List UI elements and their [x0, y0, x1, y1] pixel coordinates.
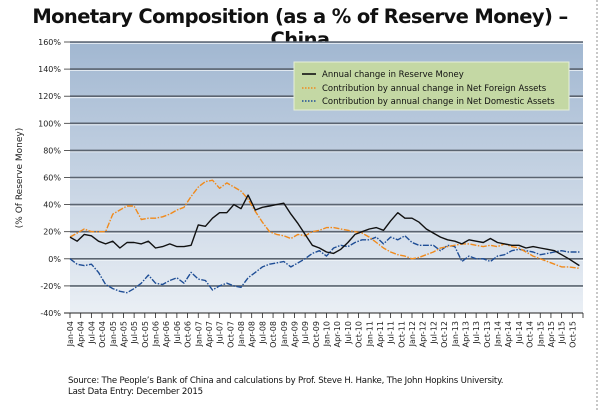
legend-label-reserve-money: Annual change in Reserve Money — [322, 70, 464, 80]
x-tick-label: Jan-15 — [536, 321, 545, 347]
x-tick-label: Oct-09 — [312, 321, 321, 348]
legend-label-net-domestic-assets: Contribution by annual change in Net Dom… — [322, 97, 555, 107]
x-tick-label: Jan-10 — [323, 321, 332, 347]
x-tick-label: Jul-09 — [301, 321, 310, 345]
legend-box — [293, 61, 570, 111]
x-tick-label: Oct-07 — [226, 321, 235, 348]
x-tick-label: Jan-14 — [494, 321, 503, 347]
x-tick-label: Apr-09 — [290, 321, 299, 347]
x-tick-label: Apr-13 — [461, 321, 470, 347]
x-tick-label: Oct-14 — [526, 321, 535, 348]
x-tick-label: Apr-10 — [333, 321, 342, 347]
x-tick-label: Jan-09 — [280, 321, 289, 347]
x-tick-label: Jul-14 — [515, 321, 524, 345]
source-text: Source: The People’s Bank of China and c… — [68, 376, 504, 386]
x-tick-label: Oct-12 — [440, 321, 449, 348]
x-tick-label: Apr-12 — [419, 321, 428, 347]
x-tick-label: Jul-15 — [558, 321, 567, 345]
x-tick-label: Jul-13 — [472, 321, 481, 345]
y-tick-label: 100% — [38, 119, 61, 128]
y-tick-label: -40% — [40, 309, 61, 318]
x-tick-label: Apr-15 — [547, 321, 556, 347]
x-tick-label: Jan-07 — [194, 321, 203, 347]
x-tick-label: Jan-04 — [66, 321, 75, 347]
x-tick-label: Jan-13 — [451, 321, 460, 347]
x-tick-label: Apr-14 — [504, 321, 513, 347]
series-line-contribution-by-annual-change-in-net-foreign-assets — [69, 179, 580, 269]
x-tick-label: Jul-12 — [429, 321, 438, 345]
x-tick-label: Jul-04 — [87, 321, 96, 345]
x-tick-label: Oct-04 — [98, 321, 107, 348]
last-data-entry: Last Data Entry: December 2015 — [68, 387, 203, 397]
y-tick-label: 20% — [43, 228, 61, 237]
x-tick-label: Apr-06 — [162, 321, 171, 347]
x-tick-label: Jan-05 — [109, 321, 118, 347]
legend: Annual change in Reserve Money Contribut… — [293, 61, 570, 111]
x-tick-label: Jan-06 — [152, 321, 161, 347]
x-tick-label: Oct-06 — [184, 321, 193, 348]
x-tick-label: Oct-10 — [355, 321, 364, 348]
y-tick-label: 80% — [43, 146, 61, 155]
legend-label-net-foreign-assets: Contribution by annual change in Net For… — [322, 84, 547, 94]
x-tick-label: Jan-11 — [365, 321, 374, 347]
y-tick-label: 60% — [43, 174, 61, 183]
y-tick-label: 120% — [38, 92, 61, 101]
series-lines — [69, 179, 580, 294]
x-tick-label: Jul-05 — [130, 321, 139, 345]
source-note: Source: The People’s Bank of China and c… — [68, 376, 503, 398]
x-tick-label: Jan-12 — [408, 321, 417, 347]
x-tick-label: Apr-11 — [376, 321, 385, 347]
x-tick-label: Apr-07 — [205, 321, 214, 347]
x-tick-label: Jan-08 — [237, 321, 246, 347]
x-tick-label: Oct-08 — [269, 321, 278, 348]
x-tick-label: Jul-10 — [344, 321, 353, 345]
y-tick-label: -20% — [40, 282, 61, 291]
series-line-annual-change-in-reserve-money — [69, 194, 580, 267]
series-line-contribution-by-annual-change-in-net-domestic-assets — [69, 235, 580, 294]
x-tick-label: Oct-15 — [568, 321, 577, 348]
y-tick-label: 140% — [38, 65, 61, 74]
y-axis-label: (% Of Reserve Money) — [15, 128, 25, 228]
x-tick-label: Jul-08 — [258, 321, 267, 345]
x-tick-label: Apr-08 — [248, 321, 257, 347]
x-tick-label: Apr-05 — [119, 321, 128, 347]
x-tick-label: Jul-11 — [387, 321, 396, 345]
page-edge-divider — [596, 0, 598, 410]
x-tick-label: Oct-05 — [141, 321, 150, 348]
x-tick-label: Jul-06 — [173, 321, 182, 345]
x-tick-label: Jul-07 — [216, 321, 225, 345]
x-axis: Jan-04 Apr-04 Jul-04 Oct-04 Jan-05 Apr-05 Jul-… — [66, 313, 584, 348]
y-tick-label: 160% — [38, 38, 61, 47]
y-tick-label: 40% — [43, 201, 61, 210]
x-tick-label: Apr-04 — [77, 321, 86, 347]
x-tick-label: Oct-13 — [483, 321, 492, 348]
x-tick-label: Oct-11 — [397, 321, 406, 348]
y-tick-label: 0% — [48, 255, 61, 264]
y-axis: 160% 140% 120% 100% 80% 60% 40% 20% 0% -20% -40% — [38, 38, 583, 318]
